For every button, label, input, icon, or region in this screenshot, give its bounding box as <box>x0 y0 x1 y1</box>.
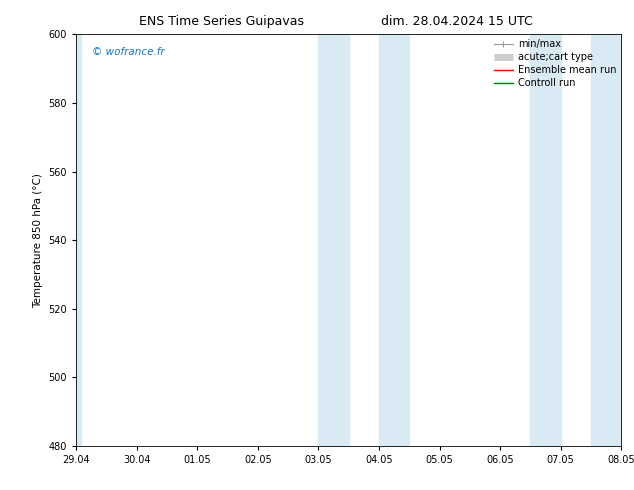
Text: © wofrance.fr: © wofrance.fr <box>93 47 165 57</box>
Text: ENS Time Series Guipavas: ENS Time Series Guipavas <box>139 15 304 28</box>
Text: dim. 28.04.2024 15 UTC: dim. 28.04.2024 15 UTC <box>380 15 533 28</box>
Bar <box>591 34 621 446</box>
Legend: min/max, acute;cart type, Ensemble mean run, Controll run: min/max, acute;cart type, Ensemble mean … <box>494 39 616 88</box>
Bar <box>531 34 560 446</box>
Y-axis label: Temperature 850 hPa (°C): Temperature 850 hPa (°C) <box>33 172 43 308</box>
Bar <box>318 34 349 446</box>
Bar <box>379 34 410 446</box>
Bar <box>76 34 81 446</box>
